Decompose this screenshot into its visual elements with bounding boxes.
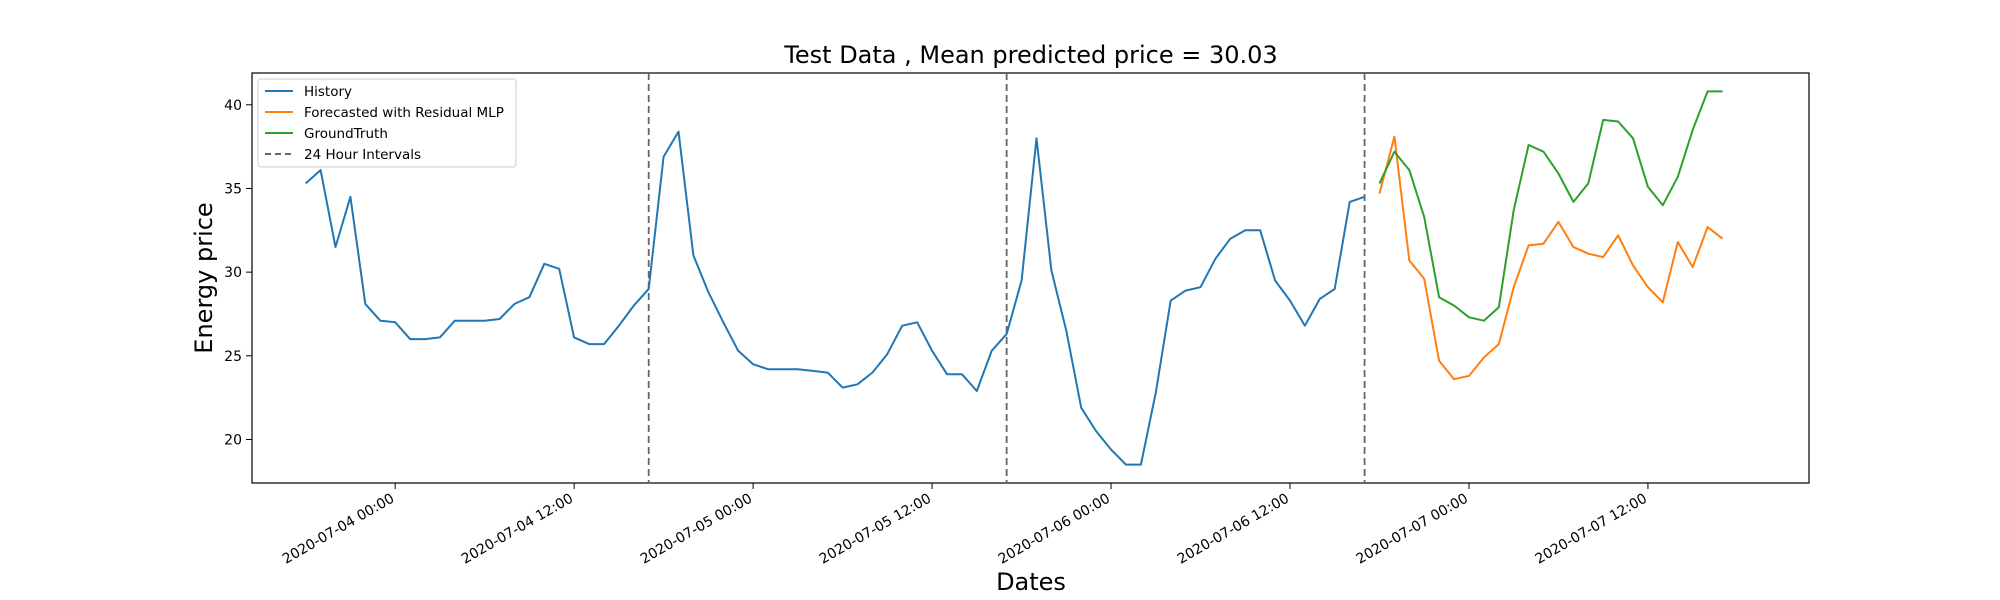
x-tick-label: 2020-07-04 12:00 [459,491,576,568]
chart-title: Test Data , Mean predicted price = 30.03 [783,41,1277,69]
x-tick-label: 2020-07-06 00:00 [996,491,1113,568]
legend-label: History [304,84,352,100]
series-line-history [305,130,1365,466]
plot-area [251,72,1810,484]
series-layer [305,90,1724,466]
x-tick-label: 2020-07-07 12:00 [1533,491,1650,568]
x-axis: 2020-07-04 00:00 2020-07-04 12:00 2020-07-… [280,483,1650,568]
legend-label: GroundTruth [304,126,388,142]
legend-box [257,78,517,168]
legend-items: History Forecasted with Residual MLP Groun… [265,84,504,163]
legend-label: 24 Hour Intervals [304,147,421,163]
x-tick-label: 2020-07-06 12:00 [1175,491,1292,568]
x-axis-label: Dates [996,568,1066,596]
x-tick-label: 2020-07-05 12:00 [817,491,934,568]
x-tick-label: 2020-07-07 00:00 [1354,491,1471,568]
y-tick-label: 20 [224,432,242,448]
legend: History Forecasted with Residual MLP Groun… [257,78,517,168]
y-axis-label: Energy price [190,202,218,353]
y-axis: 20 25 30 35 40 [224,98,252,448]
y-tick-label: 35 [224,181,242,197]
x-tick-label: 2020-07-04 00:00 [280,491,397,568]
y-tick-label: 40 [224,98,242,114]
legend-label: Forecasted with Residual MLP [304,105,504,121]
y-tick-label: 30 [224,265,242,281]
series-line-groundtruth [1378,90,1723,322]
y-tick-label: 25 [224,349,242,365]
interval-lines [647,73,1366,483]
plot-frame [251,72,1810,484]
series-line-forecasted-with-residual-mlp [1378,135,1724,381]
x-tick-label: 2020-07-05 00:00 [638,491,755,568]
